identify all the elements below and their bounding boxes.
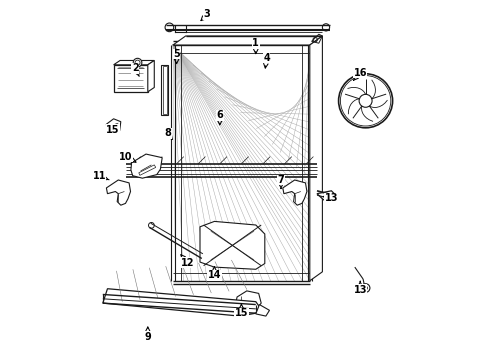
Text: 8: 8 bbox=[164, 128, 172, 139]
Text: 7: 7 bbox=[278, 175, 284, 188]
Text: 16: 16 bbox=[353, 68, 367, 80]
Polygon shape bbox=[283, 180, 307, 205]
Text: 13: 13 bbox=[353, 282, 367, 295]
Polygon shape bbox=[114, 60, 154, 65]
Text: 1: 1 bbox=[252, 38, 259, 54]
Text: 2: 2 bbox=[132, 63, 139, 76]
Text: 13: 13 bbox=[323, 193, 338, 203]
Text: 14: 14 bbox=[208, 267, 221, 280]
Polygon shape bbox=[114, 65, 148, 92]
Polygon shape bbox=[131, 154, 162, 178]
Circle shape bbox=[339, 74, 392, 128]
Polygon shape bbox=[200, 221, 265, 269]
Text: 4: 4 bbox=[263, 53, 270, 68]
Text: 15: 15 bbox=[106, 125, 120, 135]
Text: 11: 11 bbox=[93, 171, 109, 181]
Polygon shape bbox=[235, 291, 261, 310]
Polygon shape bbox=[173, 36, 322, 45]
Polygon shape bbox=[256, 305, 270, 316]
Text: 12: 12 bbox=[181, 255, 194, 268]
Text: 3: 3 bbox=[201, 9, 211, 21]
Circle shape bbox=[359, 94, 372, 107]
Polygon shape bbox=[106, 119, 121, 134]
Text: 15: 15 bbox=[235, 304, 248, 318]
Text: 9: 9 bbox=[145, 327, 151, 342]
Polygon shape bbox=[148, 60, 154, 92]
Text: 10: 10 bbox=[119, 152, 136, 162]
Text: 5: 5 bbox=[173, 49, 180, 64]
Polygon shape bbox=[103, 289, 259, 316]
Polygon shape bbox=[317, 191, 336, 200]
Polygon shape bbox=[310, 36, 322, 281]
Polygon shape bbox=[162, 65, 168, 115]
Polygon shape bbox=[106, 180, 130, 205]
Text: 6: 6 bbox=[217, 110, 223, 125]
Circle shape bbox=[133, 58, 142, 67]
Circle shape bbox=[361, 284, 370, 292]
